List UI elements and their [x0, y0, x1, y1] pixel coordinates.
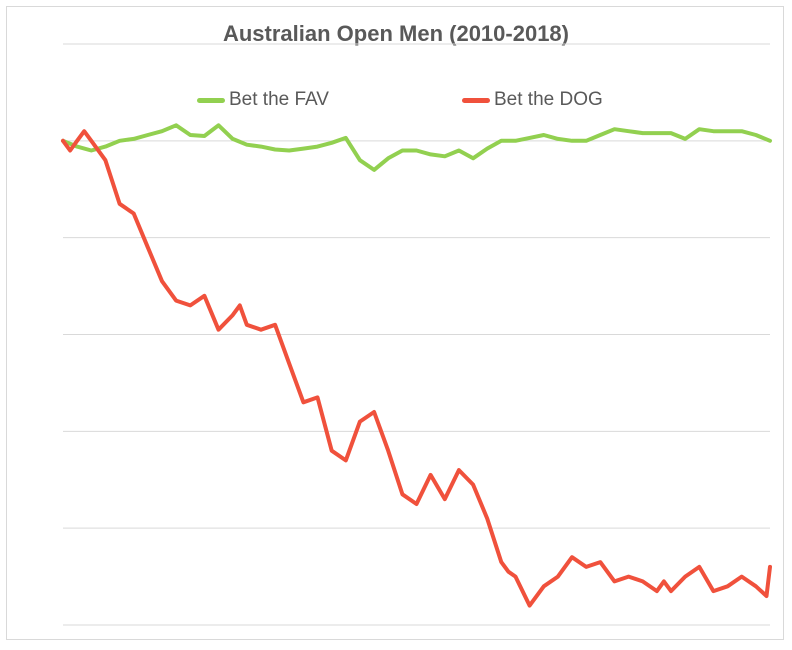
legend-label-dog: Bet the DOG: [494, 89, 603, 110]
legend-swatch-fav: [197, 97, 225, 103]
legend-item-fav: Bet the FAV: [197, 89, 329, 111]
legend-item-dog: Bet the DOG: [462, 89, 603, 111]
legend-label-fav: Bet the FAV: [229, 89, 329, 110]
series-line-fav: [61, 123, 772, 172]
series-line-dog: [61, 129, 772, 608]
legend-swatch-dog: [462, 97, 490, 103]
legend: Bet the FAV Bet the DOG: [7, 89, 785, 113]
chart-frame: Australian Open Men (2010-2018) Bet the …: [6, 6, 784, 640]
plot-area: [61, 43, 772, 626]
chart-title: Australian Open Men (2010-2018): [222, 21, 569, 46]
